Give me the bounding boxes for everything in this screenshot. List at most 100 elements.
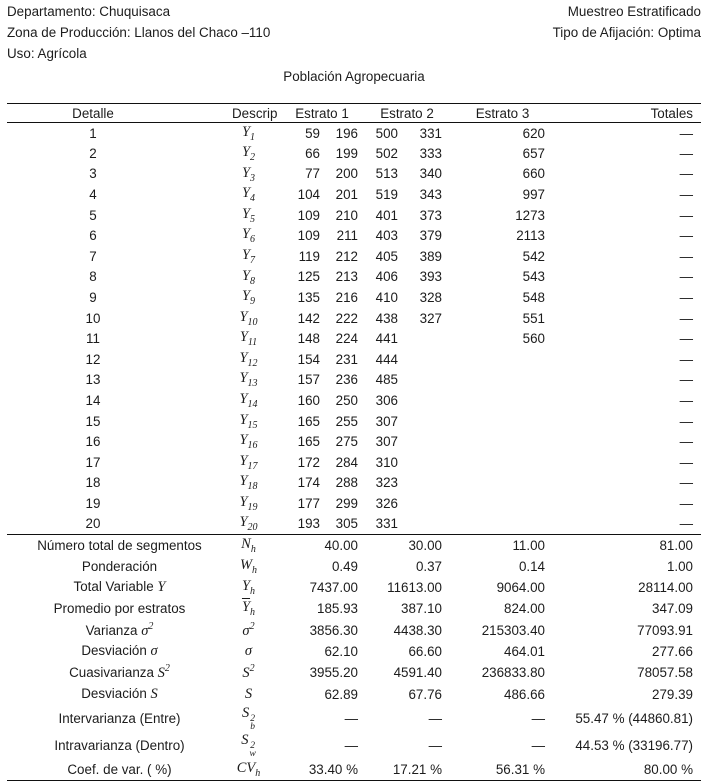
cell-summary-label: Cuasivarianza S2 [69, 663, 170, 682]
cell-totales: 28114.00 [638, 580, 693, 596]
cell-estrato1-b: 222 [335, 310, 358, 326]
math-symbol: S [150, 685, 158, 702]
cell-estrato1: 62.89 [324, 686, 358, 702]
cell-estrato2: — [428, 710, 442, 726]
math-symbol: σ [244, 643, 253, 659]
summary-row: Promedio por estratos Yh 185.93 387.10 824.0… [7, 598, 701, 619]
table-row: 18 Y18 174 288 323 — [7, 473, 701, 494]
cell-estrato1-b: 255 [335, 413, 358, 429]
cell-totales: 78057.58 [637, 665, 693, 681]
cell-estrato1-a: 142 [297, 310, 320, 326]
cell-estrato2-b [399, 431, 443, 452]
cell-summary-symbol: S2 [232, 662, 285, 683]
table-row: 17 Y17 172 284 310 — [7, 452, 701, 473]
cell-estrato3 [443, 514, 546, 535]
table-row: 19 Y19 177 299 326 — [7, 493, 701, 514]
cell-totales: 44.53 % (33196.77) [575, 737, 693, 753]
cell-estrato1: 7437.00 [309, 580, 358, 596]
cell-estrato2-a: 441 [375, 331, 398, 347]
cell-estrato2: 17.21 % [392, 761, 442, 777]
summary-row: Total Variable Y Yh 7437.00 11613.00 9064.00… [7, 577, 701, 598]
column-header-totales: Totales [650, 105, 693, 121]
cell-descrip: Y2 [232, 143, 285, 164]
cell-detalle: 9 [89, 290, 97, 306]
summary-row: Intravarianza (Dentro) S 2 w — — — 44.53 % (331… [7, 732, 701, 759]
cell-estrato2-b: 327 [419, 310, 442, 326]
header-line-2: Zona de Producción: Llanos del Chaco –11… [7, 25, 701, 40]
cell-estrato2: 387.10 [401, 601, 442, 617]
cell-estrato2: 4438.30 [393, 622, 442, 638]
cell-estrato2-a: 331 [375, 516, 398, 532]
cell-summary-label: Número total de segmentos [37, 537, 202, 553]
cell-estrato1-b: 231 [335, 351, 358, 367]
math-symbol: Y6 [241, 226, 256, 246]
table-row: 1 Y1 59 196 500 331 620 — [7, 123, 701, 144]
cell-detalle: 1 [89, 125, 97, 141]
cell-estrato1-a: 109 [297, 228, 320, 244]
math-symbol: Nh [241, 535, 256, 555]
cell-estrato3: — [531, 710, 545, 726]
cell-detalle: 2 [89, 145, 97, 161]
cell-estrato3 [443, 349, 546, 370]
table-row: 12 Y12 154 231 444 — [7, 349, 701, 370]
cell-descrip: Y20 [232, 514, 285, 535]
cell-descrip: Y18 [232, 473, 285, 494]
cell-estrato1-b: 250 [335, 393, 358, 409]
cell-estrato2-b [399, 452, 443, 473]
cell-estrato2-a: 438 [375, 310, 398, 326]
cell-estrato3 [443, 390, 546, 411]
cell-summary-symbol: Yh [232, 577, 285, 598]
uso-text: Uso: Agrícola [7, 46, 87, 61]
cell-totales: — [679, 310, 693, 326]
cell-estrato1: 3856.30 [309, 622, 358, 638]
cell-estrato3: 548 [522, 290, 545, 306]
math-symbol: Y17 [239, 452, 258, 472]
cell-estrato2-b [399, 411, 443, 432]
cell-totales: — [679, 516, 693, 532]
cell-estrato1-b: 201 [335, 187, 358, 203]
cell-estrato1: — [344, 710, 358, 726]
cell-estrato2-a: 403 [375, 228, 398, 244]
cell-estrato1: — [344, 737, 358, 753]
cell-totales: 347.09 [652, 601, 693, 617]
cell-estrato2-b: 328 [419, 290, 442, 306]
cell-detalle: 17 [85, 454, 101, 470]
cell-estrato1-a: 77 [305, 166, 320, 182]
cell-totales: — [679, 454, 693, 470]
afijacion-text: Tipo de Afijación: Optima [552, 25, 701, 40]
cell-estrato3: 657 [522, 145, 545, 161]
cell-estrato3: 542 [522, 248, 545, 264]
cell-descrip: Y19 [232, 493, 285, 514]
cell-estrato3: 464.01 [504, 644, 545, 659]
cell-descrip: Y4 [232, 184, 285, 205]
math-symbol: Y1 [241, 123, 256, 143]
cell-estrato1-a: 154 [297, 351, 320, 367]
cell-detalle: 13 [85, 372, 101, 388]
cell-estrato3: 215303.40 [481, 622, 545, 638]
math-symbol: Yh [241, 578, 256, 598]
cell-detalle: 8 [89, 269, 97, 285]
cell-estrato3: 2113 [516, 228, 545, 244]
math-symbol: Y11 [239, 329, 258, 349]
summary-row: Desviación σ σ 62.10 66.60 464.01 277.66 [7, 641, 701, 662]
cell-estrato3 [443, 370, 546, 391]
table-row: 11 Y11 148 224 441 560 — [7, 328, 701, 349]
cell-descrip: Y16 [232, 431, 285, 452]
math-symbol: Y15 [239, 411, 258, 431]
cell-descrip: Y17 [232, 452, 285, 473]
math-symbol: S2 [242, 663, 255, 682]
cell-totales: — [679, 228, 693, 244]
summary-row: Coef. de var. ( %) CVh 33.40 % 17.21 % 56.31… [7, 759, 701, 780]
cell-estrato1-a: 119 [298, 248, 320, 264]
cell-estrato1-a: 174 [297, 475, 320, 491]
cell-summary-symbol: Nh [232, 534, 285, 555]
cell-estrato2-a: 502 [375, 145, 398, 161]
cell-estrato1-b: 210 [335, 207, 358, 223]
table-row: 20 Y20 193 305 331 — [7, 514, 701, 535]
cell-estrato2: 11613.00 [387, 580, 442, 596]
cell-estrato2-a: 405 [375, 248, 398, 264]
cell-estrato1-b: 299 [335, 495, 358, 511]
cell-detalle: 4 [89, 187, 97, 203]
